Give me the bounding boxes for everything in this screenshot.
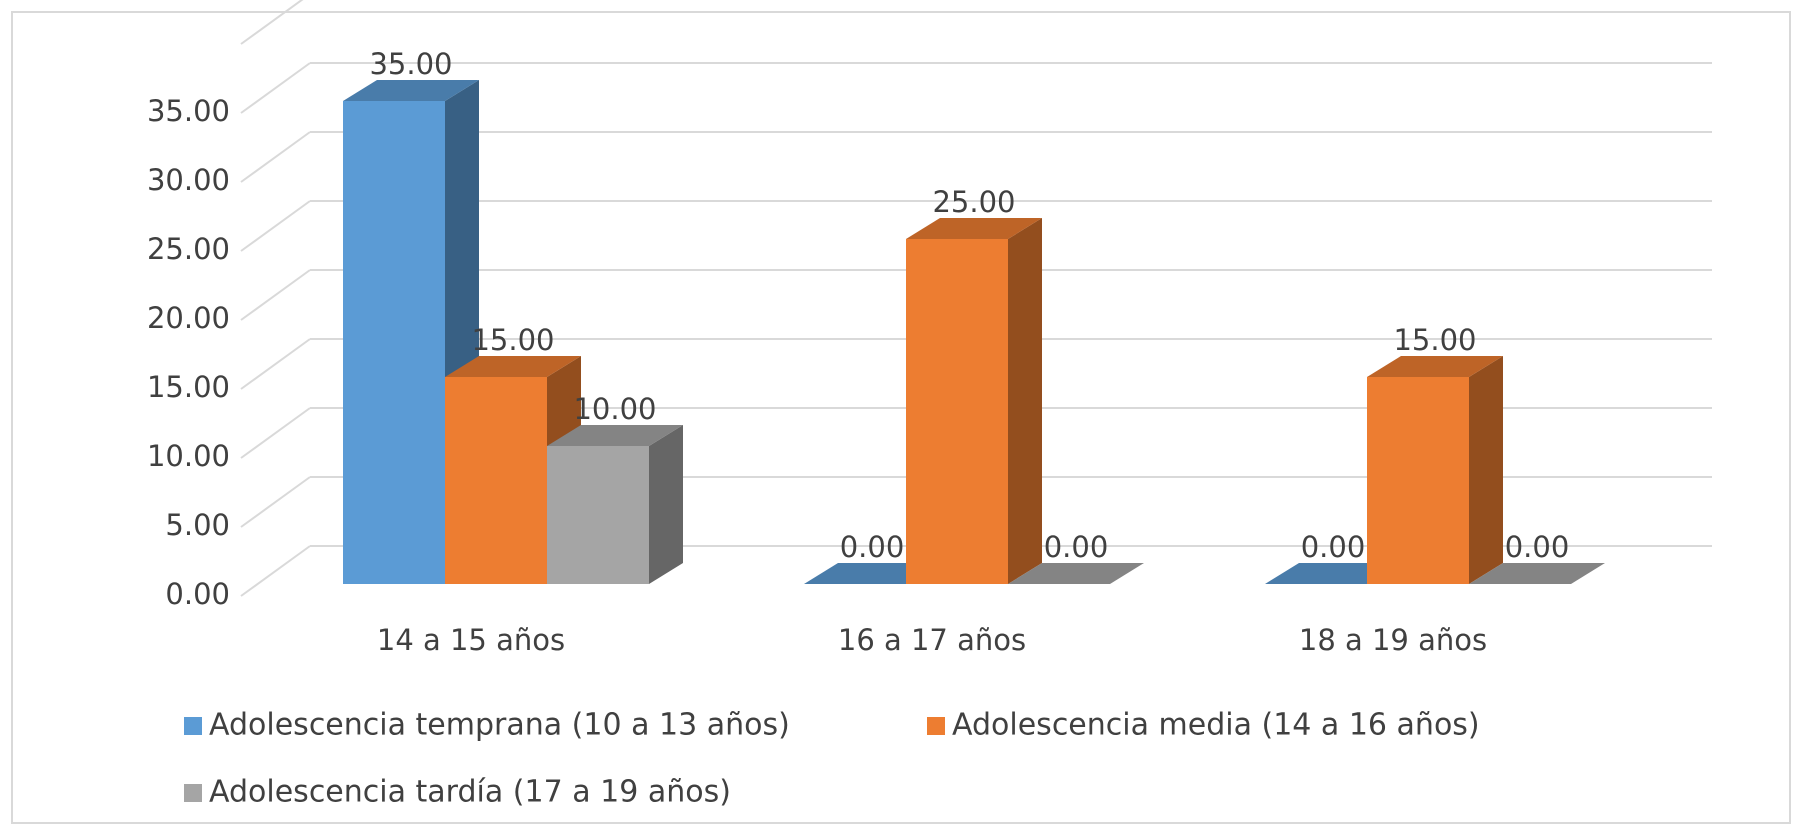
bar-front: [445, 377, 547, 584]
bar-front: [343, 101, 445, 584]
grid-line: [240, 545, 311, 597]
bar: [1008, 563, 1144, 584]
bar-top: [1367, 356, 1503, 377]
grid-line: [240, 476, 311, 528]
bar-side: [1008, 218, 1042, 584]
bar: [1367, 356, 1503, 584]
bar-side: [649, 425, 683, 584]
y-tick-label: 0.00: [165, 577, 230, 611]
grid-line: [240, 269, 311, 321]
bar-top: [906, 218, 1042, 239]
legend-swatch: [184, 784, 202, 802]
grid-line: [240, 200, 311, 252]
y-tick-label: 15.00: [147, 370, 230, 404]
bar: [547, 425, 683, 584]
data-label: 25.00: [932, 185, 1015, 219]
grid-line: [240, 131, 311, 183]
y-tick-label: 25.00: [147, 232, 230, 266]
data-label: 0.00: [1505, 530, 1570, 564]
bar-front: [1367, 377, 1469, 584]
data-label: 10.00: [573, 392, 656, 426]
bar-top: [1008, 563, 1144, 584]
y-tick-label: 5.00: [165, 508, 230, 542]
legend-swatch: [927, 717, 945, 735]
grid-line: [240, 62, 311, 114]
grid-line: [240, 407, 311, 459]
y-tick-label: 10.00: [147, 439, 230, 473]
data-label: 0.00: [840, 530, 905, 564]
data-label: 15.00: [471, 323, 554, 357]
x-tick-label: 16 a 17 años: [838, 623, 1026, 657]
y-tick-label: 20.00: [147, 301, 230, 335]
data-label: 35.00: [369, 47, 452, 81]
data-label: 15.00: [1393, 323, 1476, 357]
grid-line-top: [240, 0, 304, 45]
bar: [906, 218, 1042, 584]
data-label: 0.00: [1044, 530, 1109, 564]
bar-top: [1469, 563, 1605, 584]
grid-line: [240, 338, 311, 390]
legend-label: Adolescencia media (14 a 16 años): [952, 708, 1480, 743]
x-tick-label: 18 a 19 años: [1299, 623, 1487, 657]
bar: [1469, 563, 1605, 584]
bar-top: [343, 80, 479, 101]
bar-top: [547, 425, 683, 446]
legend-label: Adolescencia tardía (17 a 19 años): [209, 775, 731, 810]
bar-front: [547, 446, 649, 584]
bar-side: [1469, 356, 1503, 584]
bar-front: [906, 239, 1008, 584]
chart-border: [11, 11, 1791, 824]
legend-label: Adolescencia temprana (10 a 13 años): [209, 708, 790, 743]
y-tick-label: 30.00: [147, 163, 230, 197]
data-label: 0.00: [1301, 530, 1366, 564]
legend-swatch: [184, 717, 202, 735]
x-tick-label: 14 a 15 años: [377, 623, 565, 657]
y-tick-label: 35.00: [147, 94, 230, 128]
bar-top: [445, 356, 581, 377]
